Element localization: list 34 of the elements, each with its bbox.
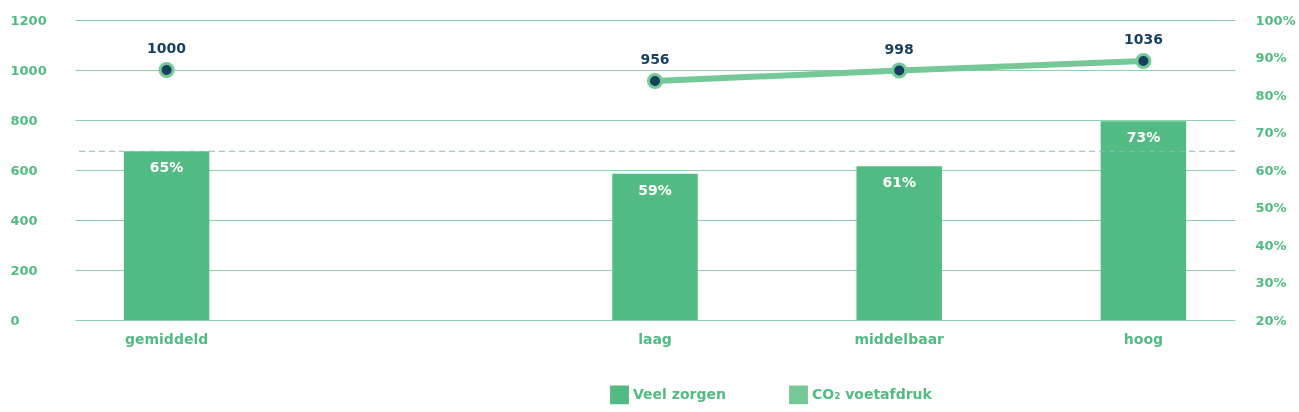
- y2-tick-label: 80%: [1255, 87, 1287, 103]
- y-tick-label: 400: [10, 212, 38, 228]
- data-label: 998: [884, 40, 914, 57]
- y-tick-label: 0: [10, 312, 20, 328]
- point: [158, 61, 175, 79]
- x-tick-label: hoog: [1123, 330, 1164, 347]
- x-tick-label: gemiddeld: [124, 330, 209, 347]
- point: [646, 72, 664, 90]
- y2-tick-label: 60%: [1255, 162, 1287, 178]
- legend-label: Veel zorgen: [633, 385, 726, 402]
- legend-label: CO₂ voetafdruk: [812, 385, 933, 402]
- x-tick-label: middelbaar: [854, 330, 945, 347]
- y2-tick-label: 70%: [1255, 125, 1287, 140]
- y-tick-label: 800: [10, 112, 38, 128]
- y-tick-label: 200: [10, 262, 38, 278]
- y2-tick-label: 40%: [1255, 237, 1287, 253]
- y2-tick-label: 20%: [1255, 312, 1287, 328]
- data-label: 1036: [1123, 31, 1163, 47]
- y2-tick-label: 50%: [1255, 200, 1287, 215]
- y2-tick-label: 90%: [1255, 50, 1287, 65]
- y-tick-label: 1000: [10, 62, 47, 78]
- data-label: 1000: [147, 40, 187, 56]
- x-tick-label: laag: [638, 330, 672, 347]
- data-label: 956: [640, 51, 670, 67]
- point: [1135, 52, 1152, 70]
- y2-tick-label: 30%: [1255, 275, 1287, 290]
- y2-tick-label: 100%: [1255, 12, 1296, 28]
- data-label: 65%: [149, 159, 184, 176]
- data-label: 73%: [1126, 129, 1161, 146]
- y-tick-label: 1200: [10, 12, 47, 28]
- y-tick-label: 600: [10, 162, 38, 178]
- data-label: 59%: [638, 181, 672, 198]
- data-label: 61%: [882, 174, 916, 191]
- point: [891, 62, 908, 79]
